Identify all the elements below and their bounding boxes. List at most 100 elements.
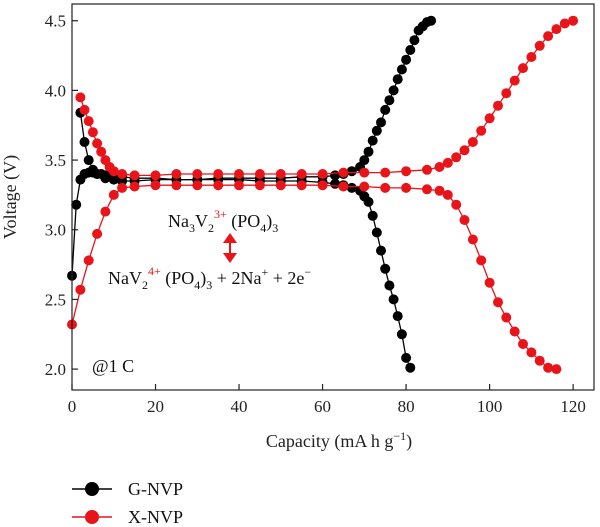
data-point-g-nvp <box>117 176 128 186</box>
data-point-g-nvp <box>405 45 416 55</box>
data-point-x-nvp <box>534 355 545 366</box>
data-point-x-nvp <box>509 326 520 337</box>
data-point-x-nvp <box>493 100 503 111</box>
data-point-x-nvp <box>275 169 286 179</box>
data-point-x-nvp <box>476 125 487 136</box>
legend-label-x-nvp: X-NVP <box>128 507 183 527</box>
data-point-x-nvp <box>171 180 182 191</box>
data-point-x-nvp <box>75 92 86 103</box>
data-point-g-nvp <box>376 117 386 128</box>
data-point-x-nvp <box>442 189 453 200</box>
data-point-x-nvp <box>359 181 370 192</box>
x-tick-label: 20 <box>147 397 164 416</box>
data-point-x-nvp <box>543 362 554 373</box>
data-point-g-nvp <box>409 35 420 46</box>
x-tick-label: 100 <box>477 397 503 416</box>
data-point-g-nvp <box>367 135 378 146</box>
data-point-g-nvp <box>392 311 403 322</box>
data-point-x-nvp <box>451 152 462 163</box>
data-point-x-nvp <box>150 180 161 191</box>
data-point-g-nvp <box>79 137 90 147</box>
data-point-x-nvp <box>129 170 140 181</box>
x-tick-label: 0 <box>68 397 77 416</box>
data-point-x-nvp <box>451 199 462 210</box>
data-point-x-nvp <box>150 170 161 181</box>
data-point-x-nvp <box>92 138 103 149</box>
data-point-x-nvp <box>100 206 111 217</box>
data-point-g-nvp <box>384 95 395 106</box>
data-point-x-nvp <box>526 52 537 62</box>
data-point-g-nvp <box>392 74 403 85</box>
data-point-x-nvp <box>296 169 307 179</box>
double-arrow-icon <box>223 233 237 263</box>
data-point-x-nvp <box>275 180 286 191</box>
data-point-g-nvp <box>359 155 370 166</box>
data-point-x-nvp <box>551 24 562 35</box>
data-point-x-nvp <box>359 167 370 178</box>
data-point-x-nvp <box>476 255 487 266</box>
y-tick-label: 2.0 <box>45 360 66 379</box>
data-point-g-nvp <box>380 104 391 115</box>
data-point-x-nvp <box>484 277 495 288</box>
x-axis-title: Capacity (mA h g−1) <box>266 429 412 452</box>
y-tick-label: 3.5 <box>45 151 66 170</box>
data-point-g-nvp <box>371 125 382 136</box>
data-point-x-nvp <box>518 63 528 74</box>
data-point-x-nvp <box>568 15 579 26</box>
data-point-g-nvp <box>384 280 395 291</box>
data-point-g-nvp <box>83 155 94 166</box>
data-point-x-nvp <box>559 18 570 29</box>
data-point-x-nvp <box>108 166 119 177</box>
data-point-x-nvp <box>75 284 86 295</box>
data-point-g-nvp <box>396 64 407 75</box>
data-point-g-nvp <box>92 169 103 179</box>
legend-label-g-nvp: G-NVP <box>128 479 183 499</box>
data-point-x-nvp <box>117 182 128 193</box>
legend-item-x-nvp: X-NVP <box>72 507 183 527</box>
data-point-x-nvp <box>422 164 432 175</box>
data-point-x-nvp <box>96 146 107 157</box>
data-point-x-nvp <box>534 40 545 51</box>
data-point-x-nvp <box>380 182 391 193</box>
data-point-g-nvp <box>371 227 382 238</box>
data-point-g-nvp <box>346 182 357 193</box>
legend: G-NVP X-NVP <box>72 479 183 527</box>
data-point-x-nvp <box>108 189 119 200</box>
data-point-x-nvp <box>401 166 412 177</box>
data-point-g-nvp <box>367 210 378 221</box>
data-point-x-nvp <box>509 75 520 86</box>
x-tick-label: 120 <box>560 397 586 416</box>
data-point-x-nvp <box>518 339 528 349</box>
data-point-x-nvp <box>83 116 94 127</box>
data-point-g-nvp <box>363 146 374 157</box>
legend-item-g-nvp: G-NVP <box>72 479 183 499</box>
data-point-x-nvp <box>213 169 224 179</box>
x-tick-label: 80 <box>398 397 415 416</box>
data-point-g-nvp <box>388 85 399 96</box>
data-point-g-nvp <box>396 329 407 340</box>
data-point-x-nvp <box>422 184 432 195</box>
data-point-g-nvp <box>100 173 111 184</box>
series-line-g-nvp <box>79 20 432 182</box>
data-point-x-nvp <box>254 180 265 191</box>
x-tick-label: 60 <box>314 397 331 416</box>
data-point-x-nvp <box>467 137 478 147</box>
data-point-x-nvp <box>317 180 328 191</box>
y-axis-title: Voltage (V) <box>0 155 21 239</box>
data-point-x-nvp <box>543 31 554 42</box>
plot-content <box>67 15 579 375</box>
data-point-x-nvp <box>442 157 453 168</box>
data-point-x-nvp <box>117 169 128 179</box>
data-point-x-nvp <box>467 234 478 245</box>
series-x-nvp <box>67 15 579 375</box>
annotation-formula-bottom: NaV24+ (PO4)3 + 2Na+ + 2e− <box>108 264 311 292</box>
data-point-x-nvp <box>234 180 244 191</box>
data-point-g-nvp <box>376 245 386 256</box>
data-point-g-nvp <box>108 174 119 185</box>
y-tick-label: 3.0 <box>45 221 66 240</box>
data-point-x-nvp <box>493 297 503 308</box>
data-point-x-nvp <box>484 113 495 124</box>
data-point-x-nvp <box>129 181 140 192</box>
data-point-x-nvp <box>380 167 391 178</box>
data-point-x-nvp <box>459 215 470 225</box>
